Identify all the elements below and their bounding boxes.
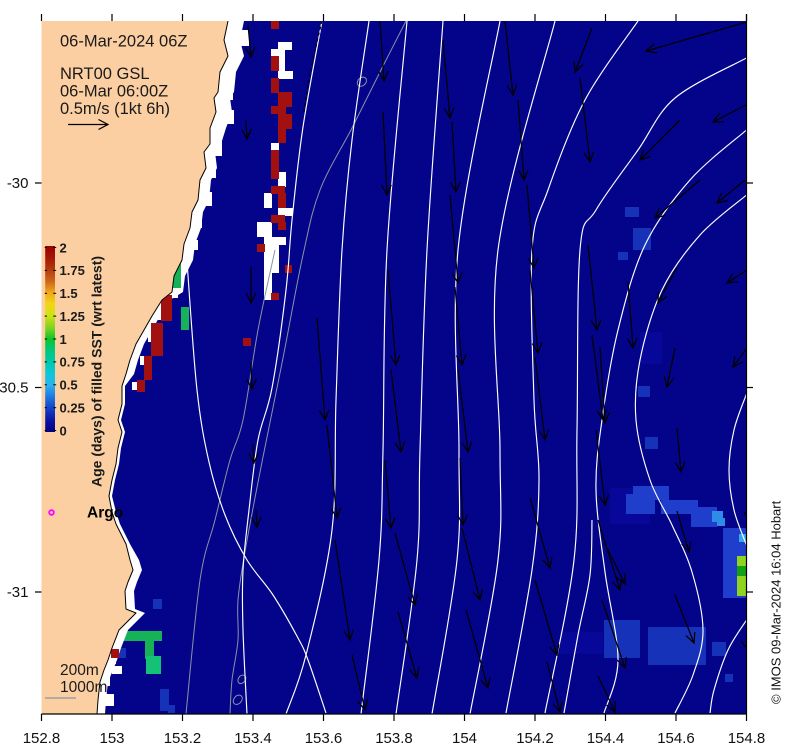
svg-text:0.5: 0.5 (60, 378, 78, 393)
svg-text:1.25: 1.25 (60, 309, 85, 324)
svg-text:153: 153 (99, 730, 124, 747)
svg-text:154: 154 (452, 730, 477, 747)
svg-text:154.8: 154.8 (728, 730, 766, 747)
svg-text:© IMOS 09-Mar-2024 16:04 Hobar: © IMOS 09-Mar-2024 16:04 Hobart (769, 500, 784, 704)
svg-text:1000m: 1000m (60, 679, 107, 696)
svg-text:1.75: 1.75 (60, 263, 85, 278)
svg-text:-30.5: -30.5 (0, 380, 29, 397)
svg-text:153.6: 153.6 (305, 730, 343, 747)
svg-text:0.5m/s (1kt 6h): 0.5m/s (1kt 6h) (60, 100, 170, 118)
svg-text:0.25: 0.25 (60, 401, 85, 416)
svg-text:Argo: Argo (87, 505, 123, 522)
svg-text:0: 0 (60, 423, 67, 438)
svg-text:154.2: 154.2 (516, 730, 554, 747)
svg-text:0.75: 0.75 (60, 355, 85, 370)
svg-text:153.2: 153.2 (164, 730, 202, 747)
svg-text:152.8: 152.8 (23, 730, 61, 747)
svg-text:-30: -30 (7, 175, 29, 192)
svg-text:154.6: 154.6 (657, 730, 695, 747)
svg-text:NRT00 GSL: NRT00 GSL (60, 65, 150, 83)
svg-text:200m: 200m (60, 662, 99, 679)
svg-text:06-Mar 06:00Z: 06-Mar 06:00Z (60, 83, 168, 101)
svg-text:2: 2 (60, 240, 67, 255)
svg-text:154.4: 154.4 (587, 730, 625, 747)
svg-text:153.8: 153.8 (375, 730, 413, 747)
svg-text:1.5: 1.5 (60, 286, 78, 301)
svg-text:153.4: 153.4 (234, 730, 272, 747)
svg-text:Age (days) of filled SST (wrt: Age (days) of filled SST (wrt latest) (89, 256, 105, 487)
svg-text:06-Mar-2024 06Z: 06-Mar-2024 06Z (60, 33, 187, 51)
svg-text:1: 1 (60, 332, 67, 347)
svg-text:-31: -31 (7, 584, 29, 601)
